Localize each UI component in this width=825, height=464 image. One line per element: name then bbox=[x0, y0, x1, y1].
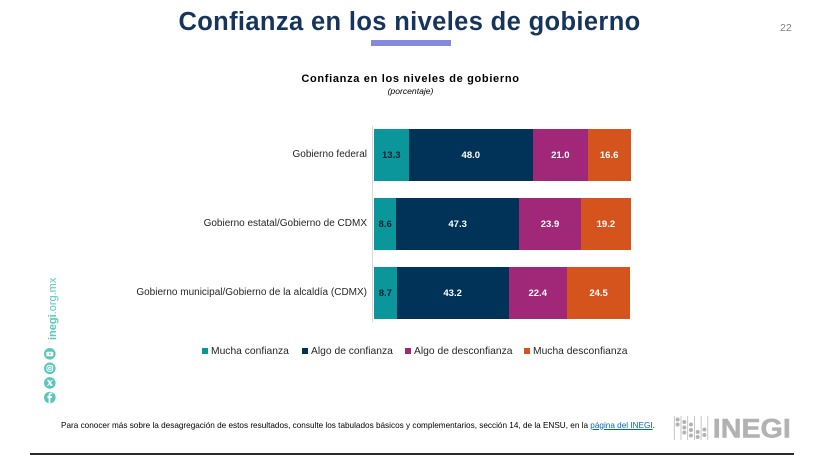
svg-text:INEGI: INEGI bbox=[713, 414, 791, 442]
